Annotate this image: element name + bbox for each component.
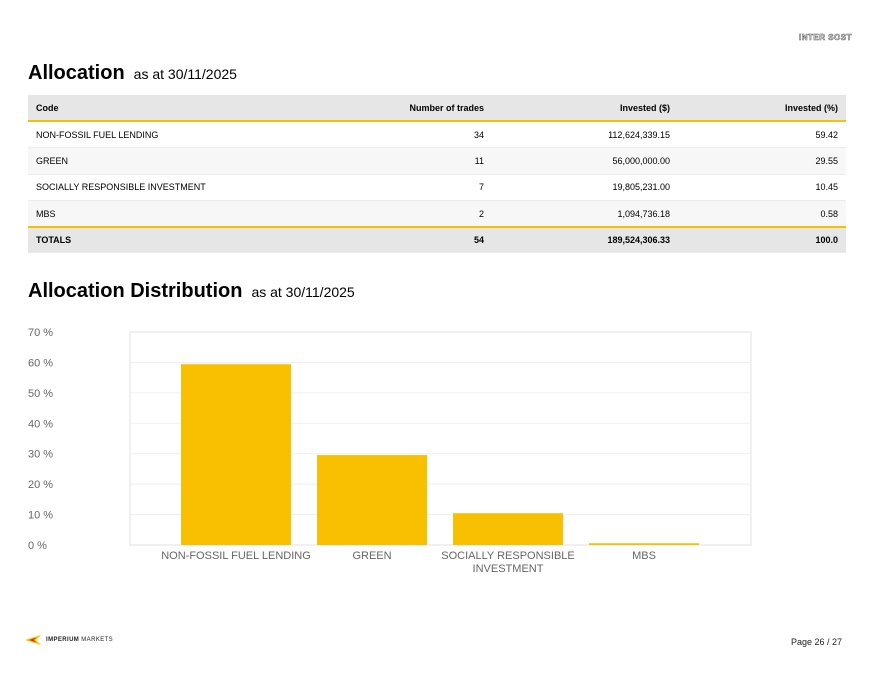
cell-code: GREEN xyxy=(28,147,248,175)
cell-trades: 34 xyxy=(248,121,492,148)
y-tick-label: 30 % xyxy=(28,449,53,461)
brand-name: IMPERIUM MARKETS xyxy=(46,637,113,643)
bar xyxy=(453,513,563,545)
col-header-trades: Number of trades xyxy=(248,95,492,122)
bar xyxy=(589,543,699,545)
allocation-table: Code Number of trades Invested ($) Inves… xyxy=(28,95,846,253)
cell-pct: 0.58 xyxy=(678,200,846,228)
table-row: SOCIALLY RESPONSIBLE INVESTMENT 7 19,805… xyxy=(28,174,846,201)
y-tick-label: 10 % xyxy=(28,510,53,522)
col-header-invested: Invested ($) xyxy=(492,95,678,122)
distribution-title: Allocation Distribution xyxy=(28,280,243,302)
cell-pct: 10.45 xyxy=(678,174,846,201)
cell-invested: 112,624,339.15 xyxy=(492,121,678,148)
page-number: Page 26 / 27 xyxy=(790,637,842,647)
cell-invested: 56,000,000.00 xyxy=(492,147,678,175)
allocation-subtitle: as at 30/11/2025 xyxy=(133,66,237,82)
table-row: NON-FOSSIL FUEL LENDING 34 112,624,339.1… xyxy=(28,121,846,148)
x-tick-label: NON-FOSSIL FUEL LENDING xyxy=(161,550,311,562)
cell-code: NON-FOSSIL FUEL LENDING xyxy=(28,121,248,148)
distribution-heading: Allocation Distribution as at 30/11/2025 xyxy=(28,280,355,303)
cell-invested: 19,805,231.00 xyxy=(492,174,678,201)
cell-code: SOCIALLY RESPONSIBLE INVESTMENT xyxy=(28,174,248,201)
brand-bold: IMPERIUM xyxy=(46,637,80,643)
totals-pct: 100.0 xyxy=(678,226,846,253)
corner-mark: INTER SOST xyxy=(798,33,852,43)
allocation-heading: Allocation as at 30/11/2025 xyxy=(28,62,237,85)
y-tick-label: 0 % xyxy=(28,540,47,552)
cell-trades: 7 xyxy=(248,174,492,201)
col-header-invested-pct: Invested (%) xyxy=(678,95,846,122)
y-tick-label: 70 % xyxy=(28,327,53,339)
table-row: MBS 2 1,094,736.18 0.58 xyxy=(28,200,846,228)
table-row: GREEN 11 56,000,000.00 29.55 xyxy=(28,147,846,175)
cell-trades: 11 xyxy=(248,147,492,175)
y-tick-label: 50 % xyxy=(28,388,53,400)
imperium-chevron-icon xyxy=(25,635,41,645)
totals-label: TOTALS xyxy=(28,226,248,253)
y-tick-label: 60 % xyxy=(28,357,53,369)
col-header-code: Code xyxy=(28,95,248,122)
distribution-subtitle: as at 30/11/2025 xyxy=(251,284,355,300)
brand-light: MARKETS xyxy=(81,637,114,643)
x-tick-label: SOCIALLY RESPONSIBLE xyxy=(441,550,574,562)
cell-invested: 1,094,736.18 xyxy=(492,200,678,228)
cell-pct: 59.42 xyxy=(678,121,846,148)
allocation-title: Allocation xyxy=(28,62,125,84)
totals-row: TOTALS 54 189,524,306.33 100.0 xyxy=(28,226,846,253)
cell-code: MBS xyxy=(28,200,248,228)
x-tick-label: MBS xyxy=(632,550,656,562)
table-header-row: Code Number of trades Invested ($) Inves… xyxy=(28,95,846,122)
footer-logo: IMPERIUM MARKETS xyxy=(25,635,113,645)
y-tick-label: 40 % xyxy=(28,418,53,430)
totals-invested: 189,524,306.33 xyxy=(492,226,678,253)
x-tick-label: GREEN xyxy=(352,550,391,562)
y-tick-label: 20 % xyxy=(28,479,53,491)
totals-trades: 54 xyxy=(248,226,492,253)
x-tick-label: INVESTMENT xyxy=(473,563,544,575)
allocation-bar-chart: 0 % 10 % 20 % 30 % 40 % 50 % 60 % 70 % NON-FOSSI… xyxy=(28,327,752,575)
bar xyxy=(317,455,427,545)
cell-pct: 29.55 xyxy=(678,147,846,175)
bar xyxy=(181,364,291,545)
cell-trades: 2 xyxy=(248,200,492,228)
